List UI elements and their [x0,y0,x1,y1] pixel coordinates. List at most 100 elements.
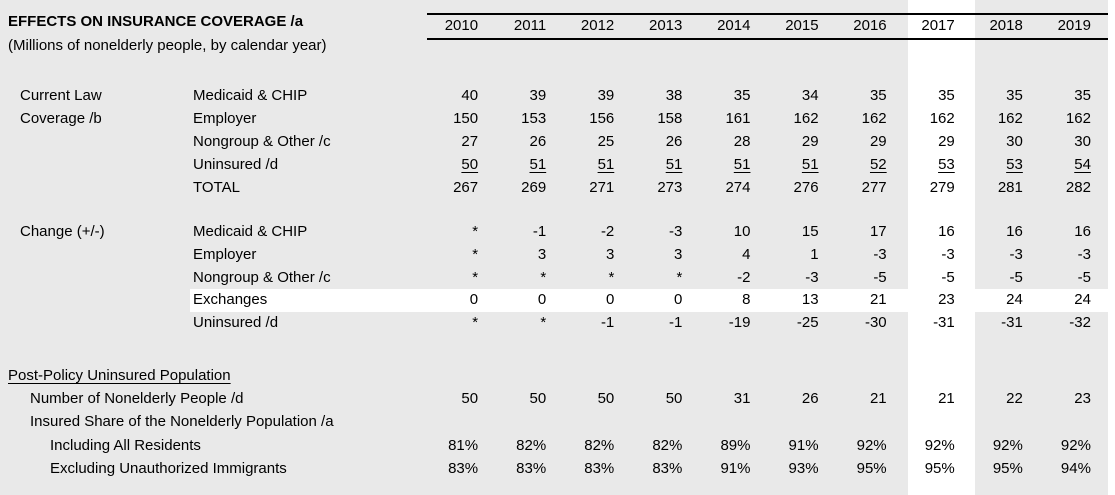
row-label-employer: Employer [193,110,257,127]
cell-including-all-residents-2012: 82% [584,436,615,454]
cell-uninsured-d-2012: -1 [600,314,615,332]
cell-exchanges-2017: 23 [903,289,972,313]
cell-excluding-unauthorized-immigrants-2012: 83% [584,459,615,477]
section-change: Change (+/-) Medicaid & CHIP * -1 -2 -3 10 15 17… [0,221,1115,335]
cell-including-all-residents-2016: 92% [856,436,887,454]
year-header-2018: 2018 [989,17,1023,34]
cell-nongroup-other-c-2013: * [676,268,683,286]
year-header-2012: 2012 [580,17,615,34]
cell-number-of-nonelderly-people-d-2016: 21 [869,390,887,408]
cell-employer-2010: * [472,245,479,263]
row-label-total: TOTAL [193,179,240,196]
row-label-medicaid-chip: Medicaid & CHIP [193,87,308,104]
group-label-empty [0,289,190,312]
cell-medicaid-chip-2010: 40 [461,87,479,104]
column-highlight-2017 [908,0,975,495]
cell-employer-2012: 3 [605,245,615,263]
cell-nongroup-other-c-2019: 30 [1074,133,1091,150]
cell-employer-2015: 1 [810,245,819,263]
cell-medicaid-chip-2016: 17 [869,223,887,240]
cell-nongroup-other-c-2016: -5 [873,268,887,286]
table-row-exchanges: Exchanges 0 0 0 0 8 13 21 23 24 24 [0,289,1115,313]
table-row-insured-share-of-the-nonelderly-population-a: Insured Share of the Nonelderly Populati… [0,410,1115,433]
group-label-empty [0,153,190,176]
cell-employer-2017: 162 [929,110,955,127]
cell-employer-2016: -3 [873,245,887,263]
cell-total-2013: 273 [657,179,683,196]
row-label-including-all-residents: Including All Residents [50,436,201,454]
cell-nongroup-other-c-2013: 26 [665,133,683,150]
cell-medicaid-chip-2017: 35 [938,87,955,104]
cell-number-of-nonelderly-people-d-2019: 23 [1074,390,1091,408]
cell-nongroup-other-c-2011: * [540,268,547,286]
cell-total-2016: 277 [861,179,887,196]
cell-uninsured-d-2019: -32 [1069,314,1091,332]
cell-total-2010: 267 [453,179,479,196]
table-row-including-all-residents: Including All Residents 81% 82% 82% 82% 89% 91… [0,434,1115,457]
year-header-2016: 2016 [853,17,887,34]
table-row-uninsured-d: Uninsured /d * * -1 -1 -19 -25 -30 -31 -31 -32 [0,312,1115,335]
cell-medicaid-chip-2011: 39 [529,87,547,104]
cell-employer-2011: 153 [521,110,547,127]
cell-including-all-residents-2014: 89% [720,436,751,454]
row-label-excluding-unauthorized-immigrants: Excluding Unauthorized Immigrants [50,459,287,477]
group-label-empty [0,312,190,335]
cell-medicaid-chip-2015: 34 [801,87,819,104]
table-row-post-policy-uninsured-population: Post-Policy Uninsured Population [0,364,1115,387]
row-label-employer: Employer [193,245,257,263]
row-label-medicaid-chip: Medicaid & CHIP [193,223,308,240]
cell-medicaid-chip-2018: 35 [1006,87,1023,104]
cell-including-all-residents-2017: 92% [924,436,955,454]
cell-excluding-unauthorized-immigrants-2011: 83% [516,459,547,477]
cell-total-2015: 276 [793,179,819,196]
cell-exchanges-2018: 24 [971,289,1040,313]
table-row-medicaid-chip: Current Law Medicaid & CHIP 40 39 39 38 35 34 35… [0,84,1115,107]
cell-nongroup-other-c-2018: -5 [1009,268,1023,286]
cell-employer-2016: 162 [861,110,887,127]
cell-employer-2018: 162 [997,110,1023,127]
table-row-number-of-nonelderly-people-d: Number of Nonelderly People /d 50 50 50 50 31… [0,387,1115,410]
post-policy-header: Post-Policy Uninsured Population [8,367,231,384]
cell-employer-2014: 4 [742,245,751,263]
cell-nongroup-other-c-2012: 25 [597,133,615,150]
cell-number-of-nonelderly-people-d-2018: 22 [1006,390,1023,408]
cell-excluding-unauthorized-immigrants-2010: 83% [448,459,479,477]
cell-total-2017: 279 [929,179,955,196]
cell-nongroup-other-c-2015: 29 [801,133,819,150]
table-row-employer: Coverage /b Employer 150 153 156 158 161 162 162… [0,107,1115,130]
section-post-policy-uninsured: Post-Policy Uninsured Population Number o… [0,364,1115,480]
cell-uninsured-d-2018: 53 [1006,156,1023,173]
year-header-2010: 2010 [444,17,479,34]
year-header-2011: 2011 [513,17,547,34]
cell-medicaid-chip-2019: 16 [1074,223,1091,240]
table-row-nongroup-other-c: Nongroup & Other /c 27 26 25 26 28 29 29 29 30 30 [0,130,1115,153]
cell-exchanges-2016: 21 [835,289,904,313]
cell-nongroup-other-c-2014: 28 [733,133,751,150]
cell-exchanges-2015: 13 [767,289,836,313]
cell-medicaid-chip-2015: 15 [801,223,819,240]
cell-excluding-unauthorized-immigrants-2014: 91% [720,459,751,477]
cell-employer-2011: 3 [537,245,547,263]
cell-medicaid-chip-2013: 38 [665,87,683,104]
year-header-2015: 2015 [785,17,819,34]
year-header-2013: 2013 [649,17,683,34]
cell-number-of-nonelderly-people-d-2011: 50 [529,390,547,408]
cell-excluding-unauthorized-immigrants-2013: 83% [652,459,683,477]
row-label-uninsured-d: Uninsured /d [193,156,279,173]
header-top-rule [427,13,1108,15]
cell-total-2014: 274 [725,179,751,196]
year-header-2017: 2017 [921,17,955,34]
cell-nongroup-other-c-2018: 30 [1006,133,1023,150]
cell-uninsured-d-2013: -1 [669,314,683,332]
cell-exchanges-2012: 0 [563,289,632,313]
group-label-empty [0,244,190,267]
cell-uninsured-d-2017: -31 [933,314,955,332]
cell-exchanges-2019: 24 [1039,289,1108,313]
group-label-empty [0,267,190,290]
table-row-employer: Employer * 3 3 3 4 1 -3 -3 -3 -3 [0,244,1115,267]
table-subtitle: (Millions of nonelderly people, by calen… [8,37,327,54]
group-label-empty [0,176,190,199]
cell-uninsured-d-2016: -30 [864,314,887,332]
row-label-uninsured-d: Uninsured /d [193,314,279,332]
cell-employer-2014: 161 [725,110,751,127]
